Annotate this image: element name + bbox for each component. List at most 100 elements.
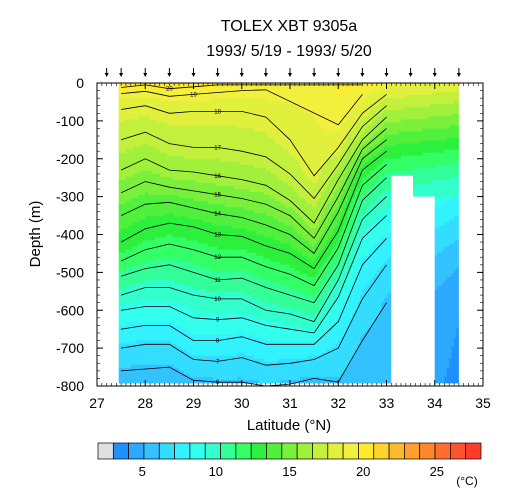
temperature-cell (183, 370, 187, 375)
temperature-cell (174, 319, 178, 323)
temperature-cell (224, 137, 228, 141)
temperature-cell (220, 334, 223, 338)
temperature-cell (140, 113, 144, 117)
temperature-cell (234, 155, 238, 160)
temperature-cell (138, 322, 141, 326)
temperature-cell (171, 164, 175, 169)
temperature-cell (130, 83, 134, 87)
temperature-cell (215, 258, 219, 263)
temperature-cell (118, 225, 122, 229)
temperature-cell (154, 143, 158, 148)
temperature-cell (210, 128, 214, 132)
temperature-cell (118, 131, 122, 135)
temperature-cell (135, 143, 139, 148)
temperature-cell (128, 255, 132, 260)
temperature-cell (130, 373, 134, 378)
temperature-cell (174, 198, 178, 202)
temperature-cell (220, 361, 223, 366)
temperature-cell (169, 152, 173, 157)
temperature-cell (205, 179, 209, 184)
temperature-cell (188, 298, 192, 302)
temperature-cell (125, 192, 129, 196)
temperature-cell (224, 134, 228, 138)
temperature-cell (133, 376, 136, 381)
temperature-cell (128, 155, 132, 160)
temperature-cell (142, 122, 146, 126)
temperature-cell (125, 173, 129, 178)
temperature-cell (125, 86, 129, 90)
temperature-cell (166, 246, 170, 251)
temperature-cell (142, 361, 146, 366)
temperature-cell (186, 334, 190, 338)
temperature-cell (174, 370, 178, 375)
temperature-cell (174, 216, 178, 220)
temperature-cell (128, 179, 132, 184)
temperature-cell (150, 255, 153, 260)
temperature-cell (215, 195, 219, 199)
temperature-cell (193, 128, 197, 132)
temperature-cell (205, 219, 209, 223)
temperature-cell (164, 240, 168, 244)
temperature-cell (183, 343, 187, 348)
temperature-cell (150, 146, 153, 151)
temperature-cell (205, 140, 209, 144)
temperature-cell (195, 322, 199, 326)
temperature-cell (179, 258, 182, 263)
temperature-cell (171, 246, 175, 251)
temperature-cell (138, 189, 141, 193)
temperature-cell (174, 310, 178, 314)
temperature-cell (171, 379, 175, 384)
temperature-cell (229, 273, 233, 278)
temperature-cell (125, 331, 129, 335)
temperature-cell (234, 131, 238, 135)
temperature-cell (186, 358, 190, 363)
temperature-cell (217, 337, 221, 341)
temperature-cell (121, 370, 124, 375)
temperature-cell (150, 340, 153, 344)
temperature-cell (227, 219, 231, 223)
temperature-cell (191, 155, 194, 160)
temperature-cell (123, 83, 127, 87)
temperature-cell (157, 270, 161, 275)
temperature-cell (166, 343, 170, 348)
temperature-cell (118, 201, 122, 205)
temperature-cell (215, 307, 219, 311)
temperature-cell (159, 340, 163, 344)
temperature-cell (200, 143, 204, 148)
temperature-cell (205, 301, 209, 305)
temperature-cell (220, 204, 223, 208)
temperature-cell (121, 361, 124, 366)
temperature-cell (157, 98, 161, 102)
temperature-cell (152, 282, 156, 287)
temperature-cell (203, 119, 206, 123)
temperature-cell (128, 310, 132, 314)
temperature-cell (210, 195, 214, 199)
temperature-cell (128, 292, 132, 296)
temperature-cell (205, 195, 209, 199)
temperature-cell (157, 155, 161, 160)
temperature-cell (123, 349, 127, 354)
temperature-cell (176, 125, 180, 129)
temperature-cell (125, 155, 129, 160)
temperature-cell (138, 234, 141, 238)
temperature-cell (195, 116, 199, 120)
temperature-cell (130, 110, 134, 114)
temperature-cell (174, 176, 178, 181)
temperature-cell (179, 243, 182, 248)
temperature-cell (142, 273, 146, 278)
temperature-cell (193, 213, 197, 217)
temperature-cell (118, 364, 122, 369)
temperature-cell (133, 158, 136, 163)
temperature-cell (191, 343, 194, 348)
temperature-cell (181, 137, 185, 141)
temperature-cell (203, 222, 206, 226)
temperature-cell (152, 337, 156, 341)
temperature-cell (118, 192, 122, 196)
temperature-cell (128, 137, 132, 141)
temperature-cell (162, 252, 165, 257)
temperature-cell (171, 83, 175, 87)
temperature-cell (169, 222, 173, 226)
temperature-cell (133, 273, 136, 278)
temperature-cell (198, 189, 202, 193)
temperature-cell (138, 119, 141, 123)
